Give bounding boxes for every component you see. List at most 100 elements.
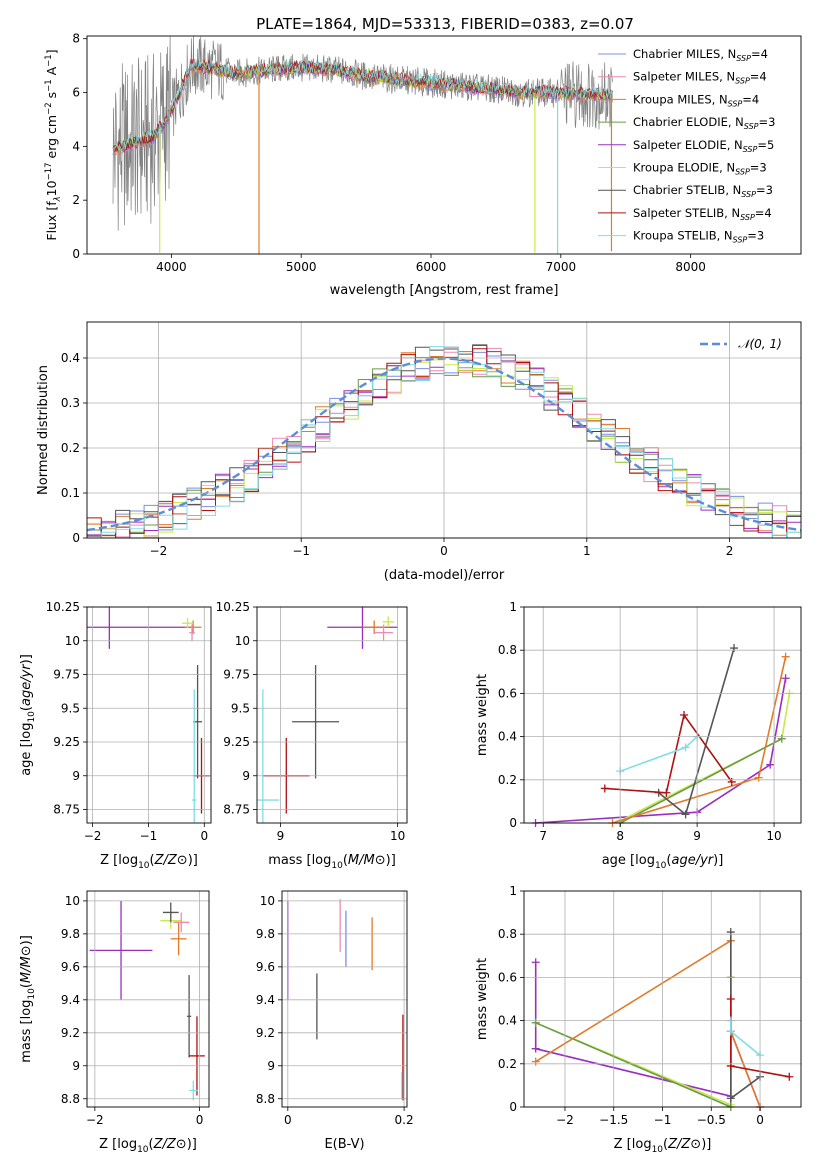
tick-label-y: 10: [235, 634, 250, 648]
series-line: [535, 678, 787, 824]
tick-label-y: 9: [72, 1059, 80, 1073]
x-axis-label: E(B-V): [324, 1137, 364, 1152]
label-sub: 10: [652, 1145, 664, 1155]
label-part: Z [log: [614, 1137, 652, 1152]
label-part: )]: [713, 853, 723, 868]
spectrum-panel: wavelength [Angstrom, rest frame] Flux [f…: [44, 36, 801, 298]
label-part: )]: [188, 853, 198, 868]
legend-entry: Salpeter STELIB, NSSP=4: [633, 206, 772, 222]
mass-vs-EBV-axes: 0 0.2 8.8 9 9.2 9.4 9.6 9.8 10: [256, 891, 414, 1127]
tick-label-y: 9.75: [223, 668, 250, 682]
x-axis-label: Z [log10(Z/Z⊙)]: [100, 853, 198, 871]
tick-label-y: 8: [72, 32, 80, 46]
tick-label-y: 0.4: [61, 351, 80, 365]
y-label-part: −1: [44, 79, 54, 92]
legend-name: Kroupa MILES, N: [633, 92, 728, 106]
massweight-vs-Z-frame: [523, 890, 802, 1108]
label-part: mass [log: [19, 1000, 34, 1063]
age-vs-mass-panel: mass [log10(M/M⊙)]: [257, 607, 398, 871]
legend-sub: SSP: [744, 122, 759, 131]
tick-label-x: 0: [440, 544, 448, 558]
legend-sub: SSP: [740, 213, 755, 222]
tick-label-x: 8: [616, 829, 624, 843]
x-axis-label: wavelength [Angstrom, rest frame]: [330, 283, 559, 298]
label-italic: Z/Z⊙: [667, 1137, 701, 1152]
tick-label-y: 4: [72, 139, 80, 153]
age-vs-Z-panel: Z [log10(Z/Z⊙)]age [log10(age/yr)]: [19, 607, 210, 871]
series-marker: [680, 711, 689, 719]
tick-label-y: 9.25: [53, 735, 80, 749]
residuals-frame: [86, 321, 802, 539]
label-part: Z [log: [100, 853, 138, 868]
tick-label-y: 9.6: [256, 960, 275, 974]
tick-label-x: 0: [196, 1113, 204, 1127]
y-axis-label: mass weight: [475, 674, 490, 756]
tick-label-y: 6: [72, 86, 80, 100]
figure-title: PLATE=1864, MJD=53313, FIBERID=0383, z=0…: [256, 15, 634, 33]
tick-label-x: −2: [86, 1113, 104, 1127]
label-sub: 10: [138, 861, 150, 871]
series-line: [730, 932, 761, 1100]
legend-name: Salpeter ELODIE, N: [633, 138, 743, 152]
series-line: [534, 962, 761, 1108]
series-line: [535, 939, 761, 1108]
tick-label-y: 9.75: [53, 668, 80, 682]
legend-value: =3: [750, 161, 767, 175]
tick-label-x: 9: [693, 829, 701, 843]
massweight-vs-Z-axes: −2 −1.5 −1 −0.5 0 0 0.2 0.4 0.6 0.8 1: [498, 884, 801, 1127]
mass-vs-EBV-panel: E(B-V): [287, 899, 404, 1152]
legend-entry: Kroupa ELODIE, NSSP=3: [633, 161, 767, 177]
label-sub: 10: [331, 861, 343, 871]
legend-sub: SSP: [735, 77, 750, 86]
tick-label-y: 9.5: [61, 701, 80, 715]
label-part: (: [666, 853, 671, 868]
y-label-part: s: [44, 92, 59, 103]
legend-name: Salpeter MILES, N: [633, 70, 735, 84]
series-line: [619, 738, 783, 824]
label-italic: age/yr: [671, 853, 714, 868]
tick-label-y: 9.6: [61, 960, 80, 974]
tick-label-x: −1: [654, 1113, 672, 1127]
tick-label-x: 6000: [416, 260, 447, 274]
tick-label-y: 0.1: [61, 486, 80, 500]
y-label-part: λ: [53, 196, 63, 202]
label-part: age [log: [602, 853, 655, 868]
label-part: (: [19, 706, 34, 711]
series-line: [619, 693, 791, 822]
tick-label-x: 7: [539, 829, 547, 843]
label-italic: Z/Z⊙: [154, 853, 188, 868]
label-part: Z [log: [99, 1137, 137, 1152]
x-axis-label: mass [log10(M/M⊙)]: [268, 853, 396, 871]
y-axis-label: Flux [fλ10−17 erg cm−2 s−1 A−1]: [44, 49, 63, 240]
spectrum-axes: 4000 5000 6000 7000 8000 0 2 4 6 8: [72, 32, 706, 274]
label-part: )]: [386, 853, 396, 868]
mass-vs-Z-frame: [86, 890, 210, 1108]
tick-label-x: 5000: [286, 260, 317, 274]
tick-label-x: −1: [140, 829, 158, 843]
tick-label-y: 0: [509, 816, 517, 830]
legend-name: Chabrier MILES, N: [633, 47, 736, 61]
series-line: [604, 713, 733, 794]
legend-entry: Chabrier STELIB, NSSP=3: [633, 183, 773, 199]
series-marker: [662, 788, 671, 797]
series-marker: [727, 777, 736, 786]
series-marker: [781, 674, 790, 683]
massweight-vs-age-panel: age [log 10 (age/yr)] mass weight: [475, 644, 794, 871]
series-marker: [726, 995, 735, 1003]
legend-value: =3: [759, 115, 776, 129]
label-sub: 10: [27, 988, 37, 1000]
age-vs-mass-frame: [256, 606, 408, 824]
label-part: )]: [19, 654, 34, 664]
legend-sub: SSP: [743, 145, 758, 154]
massweight-vs-Z-panel: Z [log10(Z/Z⊙)] mass weight: [475, 928, 794, 1155]
tick-label-x: 10: [766, 829, 781, 843]
series-marker: [681, 743, 690, 752]
tick-label-x: −2: [150, 544, 168, 558]
tick-label-y: 0.4: [498, 730, 517, 744]
y-axis-label: age [log10(age/yr)]: [19, 654, 37, 776]
tick-label-y: 9.8: [61, 927, 80, 941]
massweight-vs-age-frame: [523, 606, 802, 824]
y-label-part: −1: [44, 54, 54, 67]
